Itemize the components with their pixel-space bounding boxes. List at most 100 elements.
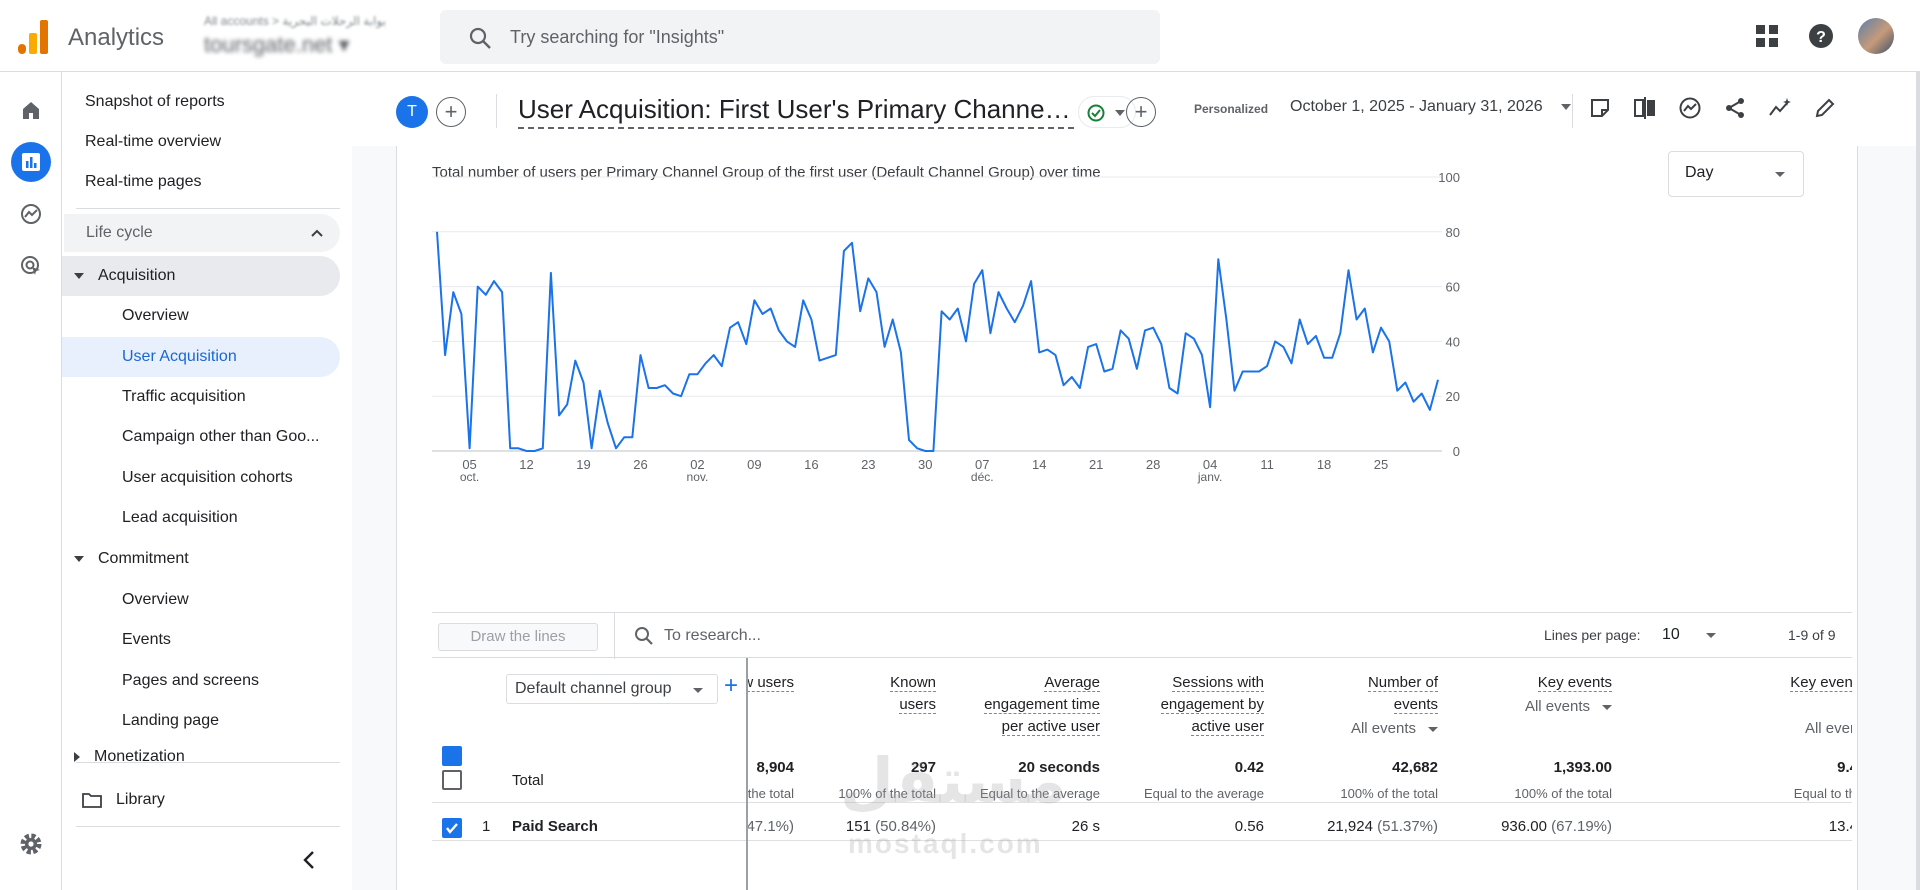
- frozen-column-divider: [746, 658, 748, 890]
- date-range-text: October 1, 2025 - January 31, 2026: [1290, 98, 1543, 115]
- date-range-picker[interactable]: October 1, 2025 - January 31, 2026: [1290, 98, 1572, 116]
- apps-grid-icon[interactable]: [1750, 19, 1784, 53]
- sidebar-item-pages-and-screens[interactable]: Pages and screens: [122, 672, 259, 689]
- explore-icon[interactable]: [11, 194, 51, 234]
- lifecycle-section-label: Life cycle: [86, 224, 153, 241]
- x-tick-label: 14: [1032, 457, 1046, 472]
- row-value-key-event-rate: 13.4: [1828, 818, 1852, 835]
- chevron-down-icon[interactable]: [1706, 633, 1716, 638]
- add-filter-plus-icon[interactable]: +: [1126, 97, 1156, 127]
- x-tick-label: 25: [1374, 457, 1388, 472]
- analytics-logo-icon[interactable]: [18, 20, 48, 54]
- row-index: 1: [482, 818, 491, 835]
- total-row-checkbox[interactable]: [442, 770, 462, 790]
- advertising-icon[interactable]: [11, 246, 51, 286]
- header-select-all-checkbox[interactable]: [442, 746, 462, 766]
- sidebar-group-monetization[interactable]: Monetization: [62, 740, 340, 774]
- lifecycle-section-header[interactable]: Life cycle: [64, 214, 340, 252]
- lines-per-page-select[interactable]: 10: [1662, 626, 1680, 643]
- total-sub-known-users: 100% of the total: [838, 786, 936, 801]
- event-filter-dropdown[interactable]: All events: [1318, 718, 1438, 740]
- x-tick-month-label: janv.: [1197, 470, 1222, 484]
- compare-columns-icon[interactable]: [1629, 92, 1661, 124]
- property-name: toursgate.net ▾: [204, 32, 350, 57]
- x-tick-label: 18: [1317, 457, 1331, 472]
- page-scrollbar[interactable]: [1916, 72, 1920, 890]
- sidebar-item-traffic-acquisition[interactable]: Traffic acquisition: [122, 388, 246, 405]
- svg-text:?: ?: [1816, 29, 1826, 46]
- settings-gear-icon[interactable]: [11, 824, 51, 864]
- total-sub-events: 100% of the total: [1340, 786, 1438, 801]
- col-header-sessions-engagement[interactable]: Sessions with engagement by active user: [1160, 674, 1264, 736]
- account-breadcrumb: All accounts > بوابة الرحلات البحرية: [204, 14, 386, 28]
- search-input[interactable]: [510, 18, 1130, 56]
- x-tick-label: 28: [1146, 457, 1160, 472]
- x-tick-label: 19: [576, 457, 590, 472]
- search-bar[interactable]: [440, 10, 1160, 64]
- avatar[interactable]: [1858, 18, 1894, 54]
- total-sub-key-events: 100% of the total: [1514, 786, 1612, 801]
- row-checkbox[interactable]: [442, 818, 462, 838]
- x-tick-label: 04: [1203, 457, 1217, 472]
- chevron-down-icon: [1561, 103, 1572, 110]
- sidebar-item-events[interactable]: Events: [122, 631, 171, 648]
- collapse-chevron-left-icon[interactable]: [302, 850, 316, 870]
- y-tick-label: 60: [1446, 280, 1460, 295]
- col-header-new-users[interactable]: w users: [748, 672, 794, 694]
- x-tick-label: 23: [861, 457, 875, 472]
- sidebar-item-library[interactable]: Library: [82, 780, 165, 820]
- sidebar-item-campaign[interactable]: Campaign other than Goo...: [122, 428, 320, 445]
- row-channel-name[interactable]: Paid Search: [512, 818, 598, 835]
- account-selector[interactable]: All accounts > بوابة الرحلات البحرية tou…: [204, 14, 434, 58]
- share-icon[interactable]: [1719, 92, 1751, 124]
- sidebar-divider: [76, 208, 340, 209]
- trend-sparkle-icon[interactable]: [1764, 92, 1796, 124]
- col-header-known-users[interactable]: Known users: [890, 674, 936, 714]
- page-title[interactable]: User Acquisition: First User's Primary C…: [518, 94, 1074, 129]
- comparison-badge[interactable]: T: [396, 96, 428, 128]
- add-dimension-plus-icon[interactable]: +: [724, 672, 739, 699]
- sidebar-group-acquisition[interactable]: Acquisition: [62, 256, 340, 296]
- sidebar-item-realtime-overview[interactable]: Real-time overview: [85, 133, 222, 150]
- draw-lines-button[interactable]: Draw the lines: [438, 623, 598, 651]
- col-header-number-of-events[interactable]: Number of events All events: [1318, 672, 1438, 740]
- reports-sidebar: Snapshot of reports Real-time overview R…: [62, 72, 352, 890]
- add-comparison-plus-icon[interactable]: +: [436, 97, 466, 127]
- sidebar-item-commitment-overview[interactable]: Overview: [122, 591, 189, 608]
- x-tick-label: 05: [462, 457, 476, 472]
- annotation-note-icon[interactable]: [1584, 92, 1616, 124]
- sidebar-item-landing-page[interactable]: Landing page: [122, 712, 219, 729]
- total-value-avg-engagement: 20 seconds: [1018, 759, 1100, 776]
- reports-icon[interactable]: [11, 142, 51, 182]
- event-filter-dropdown[interactable]: All events: [1492, 696, 1612, 718]
- sidebar-item-acquisition-overview[interactable]: Overview: [122, 307, 189, 324]
- dimension-label: Default channel group: [515, 680, 672, 697]
- sidebar-footer: Library: [62, 762, 352, 890]
- dimension-select[interactable]: Default channel group: [506, 674, 718, 704]
- insights-icon[interactable]: [1674, 92, 1706, 124]
- help-icon[interactable]: ?: [1804, 19, 1838, 53]
- sidebar-item-realtime-pages[interactable]: Real-time pages: [85, 173, 202, 190]
- col-header-key-events[interactable]: Key events All events: [1492, 672, 1612, 718]
- sidebar-item-user-acquisition[interactable]: User Acquisition: [62, 337, 340, 377]
- table-toolbar: Draw the lines Lines per page: 10 1-9 of…: [432, 612, 1852, 659]
- sidebar-group-commitment[interactable]: Commitment: [62, 539, 340, 579]
- event-filter-dropdown[interactable]: All events: [1762, 718, 1852, 740]
- sidebar-item-snapshot[interactable]: Snapshot of reports: [85, 93, 225, 110]
- caret-right-icon: [74, 752, 80, 762]
- series-line-total-users[interactable]: [436, 231, 1439, 452]
- col-header-avg-engagement[interactable]: Average engagement time per active user: [984, 674, 1100, 736]
- home-icon[interactable]: [11, 90, 51, 130]
- granularity-select[interactable]: Day: [1668, 151, 1804, 197]
- sidebar-item-user-acquisition-cohorts[interactable]: User acquisition cohorts: [122, 469, 293, 486]
- edit-pencil-icon[interactable]: [1809, 92, 1841, 124]
- total-value-known-users: 297: [910, 759, 936, 776]
- x-tick-label: 07: [975, 457, 989, 472]
- col-header-key-event-rate[interactable]: Key event r per u All events: [1762, 672, 1852, 740]
- header-divider: [1572, 94, 1573, 128]
- table-search-input[interactable]: [626, 621, 926, 651]
- x-tick-label: 26: [633, 457, 647, 472]
- sidebar-item-lead-acquisition[interactable]: Lead acquisition: [122, 509, 238, 526]
- total-sub-avg-engagement: Equal to the average: [980, 786, 1100, 801]
